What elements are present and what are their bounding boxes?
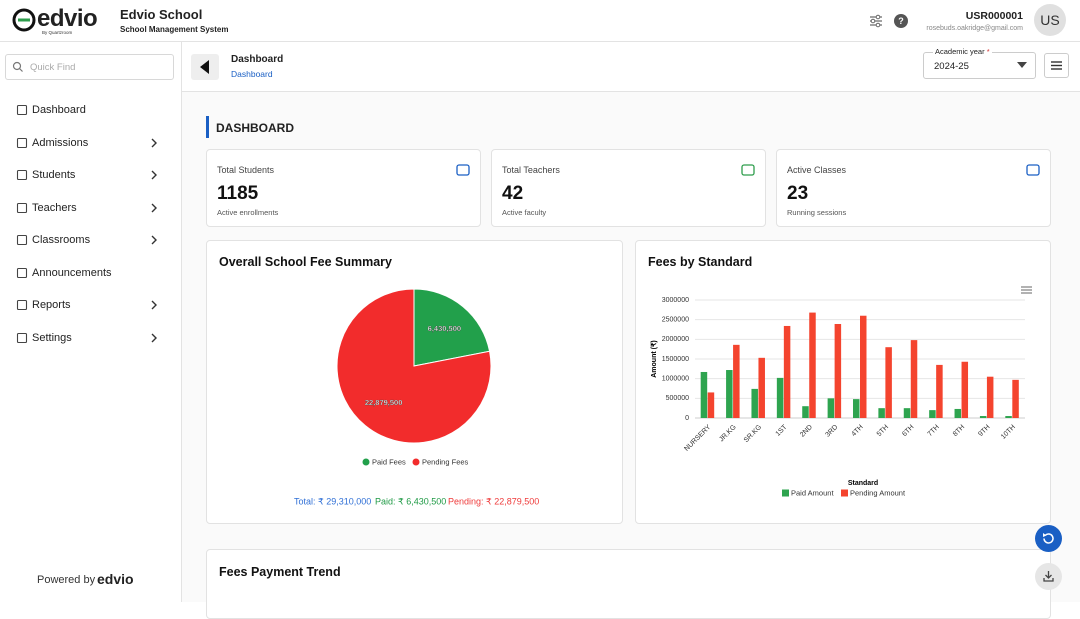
stat-value: 23 [787, 183, 809, 204]
pie-card [206, 240, 623, 524]
nav-label: Dashboard [32, 104, 86, 116]
nav-label: Students [32, 169, 76, 181]
nav-item[interactable]: Teachers [0, 197, 181, 219]
year-label-text: Academic year [935, 47, 985, 56]
title-accent [206, 116, 209, 138]
refresh-button[interactable] [1035, 525, 1062, 552]
bar-title: Fees by Standard [648, 255, 753, 269]
nav-label: Reports [32, 299, 71, 311]
download-button[interactable] [1035, 563, 1062, 590]
year-select[interactable] [923, 52, 1036, 79]
chevron [151, 235, 157, 245]
stat-icon [456, 164, 470, 176]
user-email: rosebuds.oakridge@gmail.com [926, 25, 1023, 32]
nav-icon [16, 299, 28, 311]
avatar[interactable]: US [1034, 4, 1066, 36]
nav-item[interactable]: Admissions [0, 132, 181, 154]
download-icon [1043, 571, 1054, 582]
stat-label: Active Classes [787, 165, 847, 175]
stat-card: Total Students 1185 Active enrollments [206, 149, 481, 227]
filter-icon[interactable] [868, 13, 884, 29]
chevron [151, 300, 157, 310]
school-subtitle: School Management System [120, 25, 229, 34]
topbar-title: Dashboard [231, 54, 284, 65]
nav-item[interactable]: Settings [0, 327, 181, 349]
stat-value: 1185 [217, 183, 259, 204]
chevron [151, 170, 157, 180]
logo-mark [12, 8, 36, 32]
menu-icon [1051, 61, 1062, 70]
nav-icon [16, 104, 28, 116]
logo: edvio [37, 5, 98, 32]
trend-title: Fees Payment Trend [219, 565, 341, 579]
search-placeholder: Quick Find [30, 62, 76, 73]
stat-caption: Running sessions [787, 208, 847, 217]
school-name: Edvio School [120, 7, 203, 22]
page-title: DASHBOARD [216, 121, 294, 135]
nav-label: Settings [32, 331, 72, 344]
nav-icon [16, 332, 28, 343]
stat-icon [741, 164, 755, 176]
nav-icon [16, 267, 28, 278]
nav-item[interactable]: Classrooms [0, 229, 181, 251]
search-box[interactable] [5, 54, 174, 80]
chevron [151, 203, 157, 212]
stat-card: Total Teachers 42 Active faculty [491, 149, 766, 227]
nav-item[interactable]: Reports [0, 294, 181, 316]
required-mark: * [986, 47, 990, 56]
stat-caption: Active faculty [502, 208, 547, 217]
year-value: 2024-25 [934, 61, 969, 72]
stat-label: Total Students [217, 165, 275, 175]
nav-label: Teachers [32, 201, 77, 214]
nav-label: Classrooms [32, 234, 91, 246]
stat-card: Active Classes 23 Running sessions [776, 149, 1051, 227]
back-button[interactable] [191, 54, 219, 80]
stat-icon [1026, 164, 1040, 176]
search-icon [12, 61, 23, 72]
nav-item[interactable]: Dashboard [0, 99, 181, 121]
powered-by: Powered by [37, 574, 96, 586]
nav-item[interactable]: Announcements [0, 262, 181, 284]
refresh-icon [1043, 533, 1054, 544]
nav-icon [16, 137, 28, 148]
nav-label: Announcements [32, 266, 112, 279]
nav-icon [16, 202, 28, 213]
dropdown-arrow [1017, 62, 1027, 68]
svg-text:?: ? [898, 16, 904, 26]
nav-label: Admissions [32, 136, 89, 149]
bar-card [635, 240, 1051, 524]
user-id: USR000001 [965, 10, 1023, 22]
nav-item[interactable]: Students [0, 164, 181, 186]
help-icon[interactable]: ? [893, 13, 909, 29]
logo-tagline: By Quartzroom [42, 30, 73, 35]
footer-logo: edvio [97, 571, 134, 587]
nav-icon [16, 169, 28, 181]
pie-title: Overall School Fee Summary [219, 255, 392, 269]
chevron [151, 333, 157, 342]
stat-label: Total Teachers [502, 165, 560, 175]
trend-card [206, 549, 1051, 619]
breadcrumb[interactable]: Dashboard [231, 69, 273, 79]
chevron [151, 138, 157, 147]
page: edvio By Quartzroom Edvio School School … [0, 4, 1080, 619]
sidebar [0, 42, 182, 602]
stat-value: 42 [502, 183, 524, 204]
year-label: Academic year * [933, 47, 992, 56]
stat-caption: Active enrollments [217, 208, 279, 217]
back-icon [200, 60, 209, 74]
menu-button[interactable] [1044, 53, 1069, 78]
nav-icon [16, 234, 28, 246]
